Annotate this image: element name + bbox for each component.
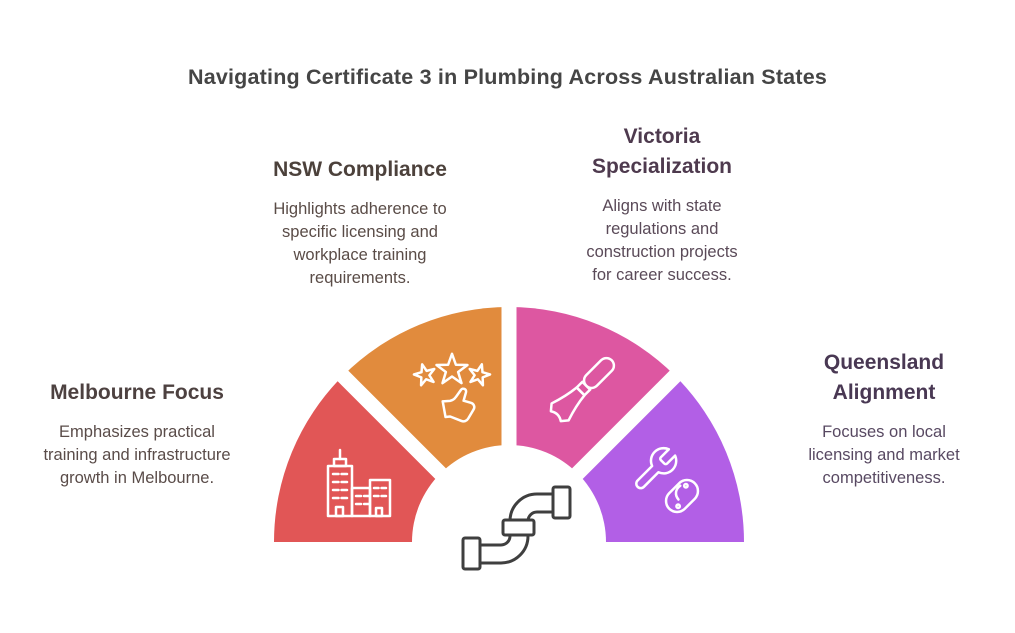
pipe-icon [461,485,572,571]
label-block-queensland: Queensland Alignment Focuses on local li… [779,348,989,490]
wrench-multitool-icon [635,446,700,514]
segment-description-victoria: Aligns with state regulations and constr… [586,197,738,284]
segment-heading-melbourne: Melbourne Focus [50,381,224,404]
segment-description-nsw: Highlights adherence to specific licensi… [273,200,447,287]
segment-description-melbourne: Emphasizes practical training and infras… [43,423,231,487]
segment-heading-queensland: Queensland Alignment [823,351,945,404]
segment-description-queensland: Focuses on local licensing and market co… [808,423,960,487]
city-buildings-icon [326,448,392,518]
label-block-victoria: Victoria Specialization Aligns with stat… [557,122,767,287]
segment-heading-nsw: NSW Compliance [273,158,447,181]
star-rating-thumbs-up-icon [412,352,492,423]
label-block-melbourne: Melbourne Focus Emphasizes practical tra… [22,378,252,490]
segment-heading-victoria: Victoria Specialization [591,125,733,178]
label-block-nsw: NSW Compliance Highlights adherence to s… [245,155,475,290]
page-title: Navigating Certificate 3 in Plumbing Acr… [187,65,828,89]
